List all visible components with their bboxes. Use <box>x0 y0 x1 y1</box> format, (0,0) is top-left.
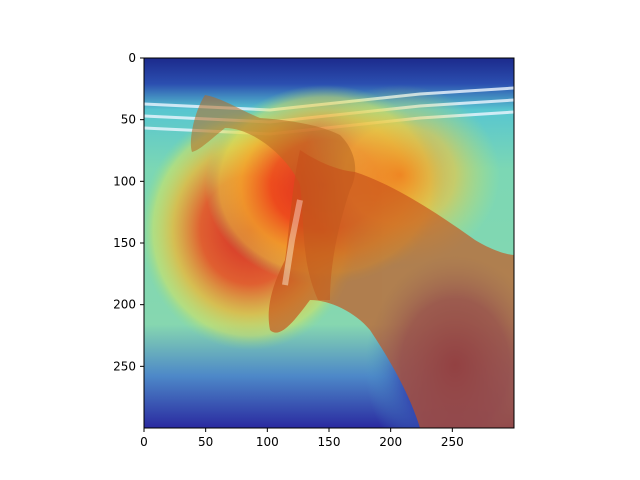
heatmap-image <box>144 58 514 428</box>
x-axis: 0 50 100 150 200 250 <box>140 428 464 449</box>
x-tick-label: 250 <box>441 435 464 449</box>
y-tick-label: 250 <box>113 359 136 373</box>
y-tick-label: 0 <box>128 51 136 65</box>
x-tick-label: 0 <box>140 435 148 449</box>
y-tick-label: 200 <box>113 298 136 312</box>
y-tick-label: 150 <box>113 236 136 250</box>
x-tick-label: 50 <box>198 435 213 449</box>
y-tick-label: 100 <box>113 174 136 188</box>
y-tick-label: 50 <box>121 113 136 127</box>
horse-front <box>268 150 514 428</box>
y-axis: 0 50 100 150 200 250 <box>113 51 144 373</box>
x-tick-label: 150 <box>318 435 341 449</box>
x-tick-label: 100 <box>256 435 279 449</box>
x-tick-label: 200 <box>379 435 402 449</box>
